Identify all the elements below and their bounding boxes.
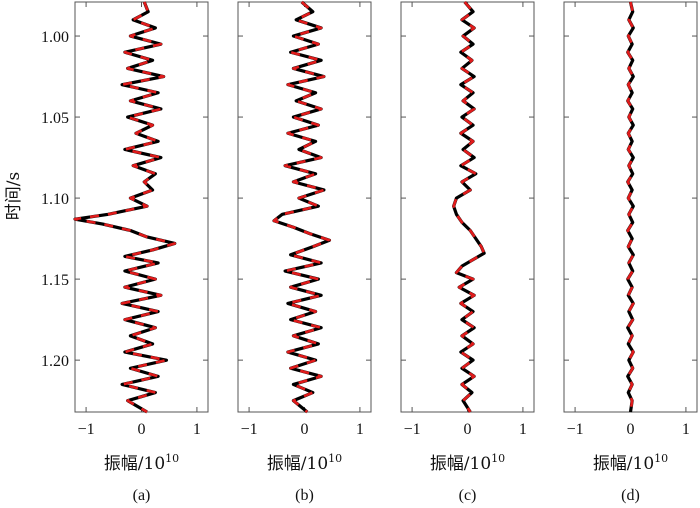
- y-tick-label: 1.15: [41, 272, 69, 289]
- trace-red-dashed: [73, 1, 177, 414]
- panel-2: −1 0 1 振幅/1010 (b): [237, 0, 372, 504]
- y-tick-label: 1.10: [41, 191, 69, 208]
- y-tick-label: 1.00: [41, 29, 69, 46]
- x-tick-label: −1: [404, 421, 421, 438]
- panel-1: −1 0 1 1.00 1.05 1.10 1.15 1.20 振幅/1010 (a): [41, 1, 209, 504]
- y-tick-label: 1.05: [41, 110, 69, 127]
- x-tick-label: 1: [193, 421, 201, 438]
- x-tick-label: −1: [78, 421, 95, 438]
- panel-3: −1 0 1 振幅/1010 (c): [400, 0, 535, 504]
- x-axis-label-exponent: 10: [491, 452, 505, 465]
- trace-black: [272, 0, 332, 414]
- x-axis-label: 振幅/1010: [267, 452, 342, 474]
- x-tick-label: 1: [682, 421, 690, 438]
- x-axis-label-base: 振幅/10: [104, 454, 165, 474]
- plot-frame: [237, 1, 372, 413]
- x-tick-label: 1: [356, 421, 364, 438]
- x-axis-label-base: 振幅/10: [267, 454, 328, 474]
- x-axis-label: 振幅/1010: [104, 452, 179, 474]
- trace-red-dashed: [626, 1, 635, 413]
- x-tick-label: −1: [567, 421, 584, 438]
- panel-label: (c): [459, 487, 477, 504]
- y-axis-label: 时间/s: [4, 172, 24, 220]
- x-axis-label: 振幅/1010: [430, 452, 505, 474]
- trace-black: [73, 1, 177, 414]
- panel-label: (d): [621, 487, 640, 504]
- x-axis-label-base: 振幅/10: [593, 454, 654, 474]
- x-tick-label: 0: [138, 421, 146, 438]
- x-tick-label: −1: [241, 421, 258, 438]
- x-tick-label: 0: [301, 421, 309, 438]
- x-axis-label-exponent: 10: [328, 452, 342, 465]
- panel-label: (a): [133, 487, 151, 504]
- y-tick-label: 1.20: [41, 353, 69, 370]
- x-axis-label: 振幅/1010: [593, 452, 668, 474]
- trace-black: [452, 0, 486, 413]
- x-tick-label: 0: [464, 421, 472, 438]
- panel-4: −1 0 1 振幅/1010 (d): [563, 1, 698, 504]
- x-tick-label: 1: [519, 421, 527, 438]
- trace-red-dashed: [452, 1, 486, 413]
- x-axis-label-base: 振幅/10: [430, 454, 491, 474]
- x-axis-label-exponent: 10: [654, 452, 668, 465]
- panel-label: (b): [295, 487, 314, 504]
- trace-red-dashed: [272, 1, 331, 414]
- x-axis-label-exponent: 10: [165, 452, 179, 465]
- x-tick-label: 0: [627, 421, 635, 438]
